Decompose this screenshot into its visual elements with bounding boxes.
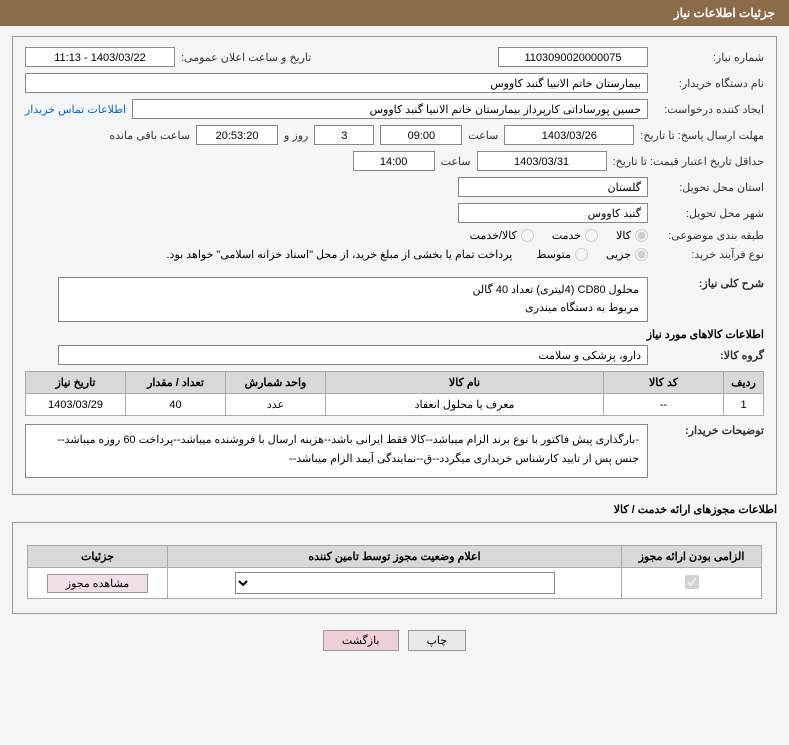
print-button[interactable]: چاپ bbox=[408, 630, 467, 651]
group-value: دارو، پزشکی و سلامت bbox=[58, 345, 648, 365]
deadline-reply-time: 09:00 bbox=[380, 125, 462, 145]
table-cell: 1403/03/29 bbox=[26, 394, 126, 416]
requester-value: حسین پورساداتی کارپرداز بیمارستان خاتم ا… bbox=[132, 99, 648, 119]
contact-buyer-link[interactable]: اطلاعات تماس خریدار bbox=[25, 103, 126, 116]
category-radio-group: کالا خدمت کالا/خدمت bbox=[470, 229, 648, 242]
announce-value: 1403/03/22 - 11:13 bbox=[25, 47, 175, 67]
process-radio-group: جزیی متوسط bbox=[536, 248, 648, 261]
buyer-org-label: نام دستگاه خریدار: bbox=[654, 77, 764, 90]
items-col-header: تعداد / مقدار bbox=[126, 372, 226, 394]
radio-both-label: کالا/خدمت bbox=[470, 229, 517, 242]
items-col-header: ردیف bbox=[724, 372, 764, 394]
category-label: طبقه بندی موضوعی: bbox=[654, 229, 764, 242]
radio-goods[interactable] bbox=[635, 229, 648, 242]
table-row: 1--معرف یا محلول انعقادعدد401403/03/29 bbox=[26, 394, 764, 416]
city-label: شهر محل تحویل: bbox=[654, 207, 764, 220]
need-number-value: 1103090020000075 bbox=[498, 47, 648, 67]
goods-info-title: اطلاعات کالاهای مورد نیاز bbox=[25, 328, 764, 341]
process-label: نوع فرآیند خرید: bbox=[654, 248, 764, 261]
table-cell: -- bbox=[604, 394, 724, 416]
price-validity-time: 14:00 bbox=[353, 151, 435, 171]
main-info-frame: شماره نیاز: 1103090020000075 تاریخ و ساع… bbox=[12, 36, 777, 495]
license-status-select[interactable] bbox=[235, 572, 555, 594]
footer: چاپ بازگشت bbox=[0, 622, 789, 661]
process-note: پرداخت تمام یا بخشی از مبلغ خرید، از محل… bbox=[167, 248, 513, 261]
radio-partial[interactable] bbox=[635, 248, 648, 261]
summary-value: محلول CD80 (4لیتری) تعداد 40 گالنمربوط ب… bbox=[58, 277, 648, 322]
summary-label: شرح کلی نیاز: bbox=[654, 277, 764, 290]
group-label: گروه کالا: bbox=[654, 349, 764, 362]
page-header: جزئیات اطلاعات نیاز bbox=[0, 0, 789, 26]
license-col-header: الزامی بودن ارائه مجوز bbox=[622, 546, 762, 568]
license-table: الزامی بودن ارائه مجوزاعلام وضعیت مجوز ت… bbox=[27, 545, 762, 599]
radio-medium[interactable] bbox=[575, 248, 588, 261]
price-validity-date: 1403/03/31 bbox=[477, 151, 607, 171]
radio-service-label: خدمت bbox=[552, 229, 581, 242]
items-col-header: نام کالا bbox=[326, 372, 604, 394]
announce-label: تاریخ و ساعت اعلان عمومی: bbox=[181, 51, 311, 64]
time-label-2: ساعت bbox=[441, 155, 471, 168]
radio-partial-label: جزیی bbox=[606, 248, 631, 261]
time-label-1: ساعت bbox=[468, 129, 498, 142]
view-license-button[interactable]: مشاهده مجوز bbox=[47, 574, 148, 593]
table-cell: 1 bbox=[724, 394, 764, 416]
items-col-header: واحد شمارش bbox=[226, 372, 326, 394]
deadline-reply-date: 1403/03/26 bbox=[504, 125, 634, 145]
days-label: روز و bbox=[284, 129, 308, 142]
radio-medium-label: متوسط bbox=[536, 248, 571, 261]
page-title: جزئیات اطلاعات نیاز bbox=[674, 6, 775, 20]
requester-label: ایجاد کننده درخواست: bbox=[654, 103, 764, 116]
license-col-header: جزئیات bbox=[28, 546, 168, 568]
buyer-desc-value: -بارگذاری پیش فاکتور با نوع برند الزام م… bbox=[25, 424, 648, 478]
table-cell: 40 bbox=[126, 394, 226, 416]
license-required-checkbox[interactable] bbox=[685, 575, 699, 589]
radio-both[interactable] bbox=[521, 229, 534, 242]
license-frame: الزامی بودن ارائه مجوزاعلام وضعیت مجوز ت… bbox=[12, 522, 777, 614]
table-cell: عدد bbox=[226, 394, 326, 416]
back-button[interactable]: بازگشت bbox=[323, 630, 399, 651]
city-value: گنبد کاووس bbox=[458, 203, 648, 223]
price-validity-label: حداقل تاریخ اعتبار قیمت: تا تاریخ: bbox=[613, 155, 764, 168]
items-col-header: کد کالا bbox=[604, 372, 724, 394]
province-value: گلستان bbox=[458, 177, 648, 197]
province-label: استان محل تحویل: bbox=[654, 181, 764, 194]
buyer-org-value: بیمارستان خاتم الانبیا گنبد کاووس bbox=[25, 73, 648, 93]
table-cell: معرف یا محلول انعقاد bbox=[326, 394, 604, 416]
license-col-header: اعلام وضعیت مجوز توسط تامین کننده bbox=[168, 546, 622, 568]
radio-service[interactable] bbox=[585, 229, 598, 242]
license-section-title: اطلاعات مجوزهای ارائه خدمت / کالا bbox=[12, 503, 777, 516]
items-col-header: تاریخ نیاز bbox=[26, 372, 126, 394]
time-remaining: 20:53:20 bbox=[196, 125, 278, 145]
buyer-desc-label: توضیحات خریدار: bbox=[654, 424, 764, 437]
items-table: ردیفکد کالانام کالاواحد شمارشتعداد / مقد… bbox=[25, 371, 764, 416]
need-number-label: شماره نیاز: bbox=[654, 51, 764, 64]
days-remaining: 3 bbox=[314, 125, 374, 145]
radio-goods-label: کالا bbox=[616, 229, 631, 242]
remaining-label: ساعت باقی مانده bbox=[109, 129, 190, 142]
deadline-reply-label: مهلت ارسال پاسخ: تا تاریخ: bbox=[640, 129, 764, 142]
